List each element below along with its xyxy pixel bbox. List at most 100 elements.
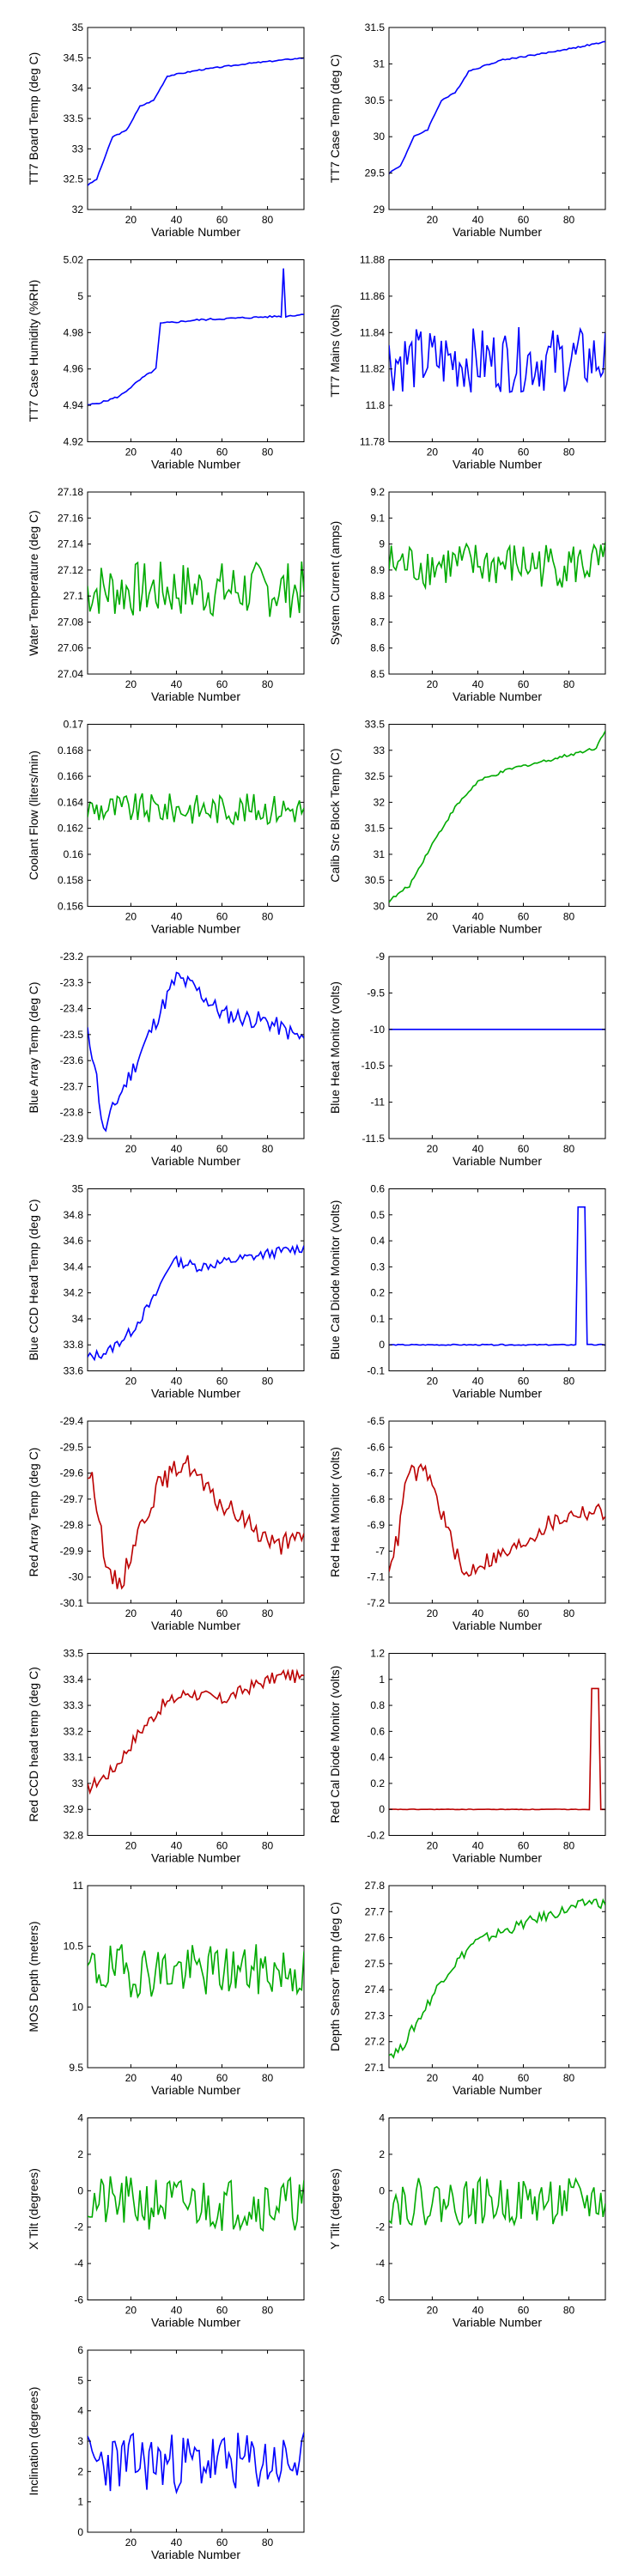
y-tick-label: 4.98 [64,326,84,338]
x-tick-label: 40 [472,447,484,459]
plot-frame [87,2349,305,2533]
y-tick-label: 29.5 [365,167,386,179]
x-axis-label: Variable Number [151,2548,240,2561]
y-tick-label: -29.8 [60,1519,84,1531]
y-tick-label: 33.5 [365,719,386,731]
chart-panel: 20 40 60 80 4.92 4.94 4.96 4.98 5 5.02 Variable Nu… [27,254,305,471]
y-tick-label: 0.2 [370,1777,385,1789]
y-tick-label: -29.5 [60,1441,84,1453]
chart-panel: 20 40 60 80 33.6 33.8 34 34.2 34.4 34.6 34.8 35 Vari… [27,1183,305,1400]
series-line [389,40,605,174]
x-tick-label: 60 [216,678,228,690]
y-tick-label: 8.6 [370,642,385,654]
y-tick-label: 4 [77,2405,83,2417]
y-tick-label: 29 [374,204,386,216]
y-tick-label: -7.2 [367,1597,385,1609]
x-tick-label: 80 [563,1376,575,1388]
x-tick-label: 20 [427,1143,439,1155]
plot-frame [87,1420,305,1604]
y-axis-label: Red Cal Diode Monitor (volts) [328,1666,342,1824]
x-tick-label: 60 [518,1840,530,1852]
plot-frame [87,491,305,675]
y-tick-label: 33 [374,744,386,756]
y-tick-label: 8.7 [370,616,385,628]
chart-panel: 20 40 60 80 9.5 10 10.5 11 Variable Number MOS De… [27,1880,305,2097]
series-line [389,2175,605,2227]
y-tick-label: 9.2 [370,486,385,498]
x-tick-label: 80 [262,214,274,226]
x-tick-label: 80 [563,2072,575,2084]
series-line [88,971,304,1133]
x-axis-label: Variable Number [151,922,240,936]
y-tick-label: 27.1 [365,2062,386,2074]
y-tick-label: 0 [379,1803,385,1815]
y-tick-label: 34 [72,1313,84,1325]
y-tick-label: -2 [375,2221,385,2233]
y-tick-label: 1 [77,2496,83,2508]
chart-panel: 20 40 60 80 27.1 27.2 27.3 27.4 27.5 27.6 27.7 27.8… [328,1880,606,2097]
series-line [389,1687,605,1811]
y-tick-label: -9 [375,951,385,963]
x-tick-label: 40 [171,911,183,923]
y-tick-label: -6 [375,2294,385,2306]
series-line [88,793,304,826]
chart-panel: 20 40 60 80 11.78 11.8 11.82 11.84 11.86 11.88 Var… [328,254,606,471]
y-tick-label: 27.1 [64,590,84,602]
y-axis-label: Red Heat Monitor (volts) [328,1447,342,1577]
y-tick-label: -10 [370,1024,386,1036]
x-tick-label: 40 [171,1376,183,1388]
y-tick-label: 34.4 [64,1261,84,1273]
y-tick-label: 8.5 [370,668,385,680]
y-axis-label: Depth Sensor Temp (deg C) [328,1902,342,2051]
y-axis-label: TT7 Case Humidity (%RH) [27,280,40,422]
y-tick-label: 10.5 [64,1941,84,1953]
x-tick-label: 20 [125,1607,137,1619]
x-tick-label: 80 [262,2537,274,2549]
y-axis-label: Y Tilt (degrees) [328,2168,342,2250]
y-tick-label: 5 [77,2374,83,2386]
y-tick-label: -29.6 [60,1467,84,1479]
series-line [389,326,605,393]
x-tick-label: 40 [472,2072,484,2084]
y-axis-label: TT7 Mains (volts) [328,304,342,397]
x-tick-label: 20 [125,1376,137,1388]
y-tick-label: 27.8 [365,1880,386,1892]
y-axis-label: TT7 Case Temp (deg C) [328,54,342,183]
plot-frame [87,1653,305,1836]
y-tick-label: 0.164 [58,796,83,808]
series-line [389,1462,605,1577]
x-tick-label: 40 [171,2537,183,2549]
x-tick-label: 40 [472,1607,484,1619]
y-tick-label: 27.3 [365,2009,386,2021]
x-tick-label: 40 [171,678,183,690]
series-line [389,1206,605,1346]
y-tick-label: 9.5 [69,2062,83,2074]
plot-frame [388,1188,606,1371]
plot-frame [388,1420,606,1604]
y-tick-label: -6.9 [367,1519,385,1531]
x-axis-label: Variable Number [151,225,240,239]
y-tick-label: 5.02 [64,254,84,266]
x-tick-label: 20 [125,2537,137,2549]
y-tick-label: 11.82 [360,363,385,375]
x-tick-label: 80 [262,1143,274,1155]
y-tick-label: 33.8 [64,1339,84,1351]
y-tick-label: 0 [379,1339,385,1351]
y-tick-label: 11 [73,1880,84,1892]
chart-panel: 20 40 60 80 -0.2 0 0.2 0.4 0.6 0.8 1 1.2 Variable Nu… [328,1648,606,1865]
y-tick-label: 34 [72,82,84,94]
x-tick-label: 60 [216,2537,228,2549]
x-axis-label: Variable Number [151,1619,240,1632]
y-axis-label: Blue Heat Monitor (volts) [328,981,342,1114]
y-tick-label: 33.4 [64,1674,84,1686]
plot-frame [388,1885,606,2069]
y-tick-label: -6.5 [367,1415,385,1427]
y-tick-label: 33.2 [64,1725,84,1737]
y-tick-label: 32 [72,204,84,216]
series-line [88,1243,304,1362]
y-tick-label: 4.92 [64,436,84,448]
y-tick-label: -4 [375,2257,385,2269]
chart-panel: 20 40 60 80 -0.1 0 0.1 0.2 0.3 0.4 0.5 0.6 Variable … [328,1183,606,1400]
y-tick-label: 31.5 [365,823,386,835]
y-tick-label: 30 [374,901,386,913]
